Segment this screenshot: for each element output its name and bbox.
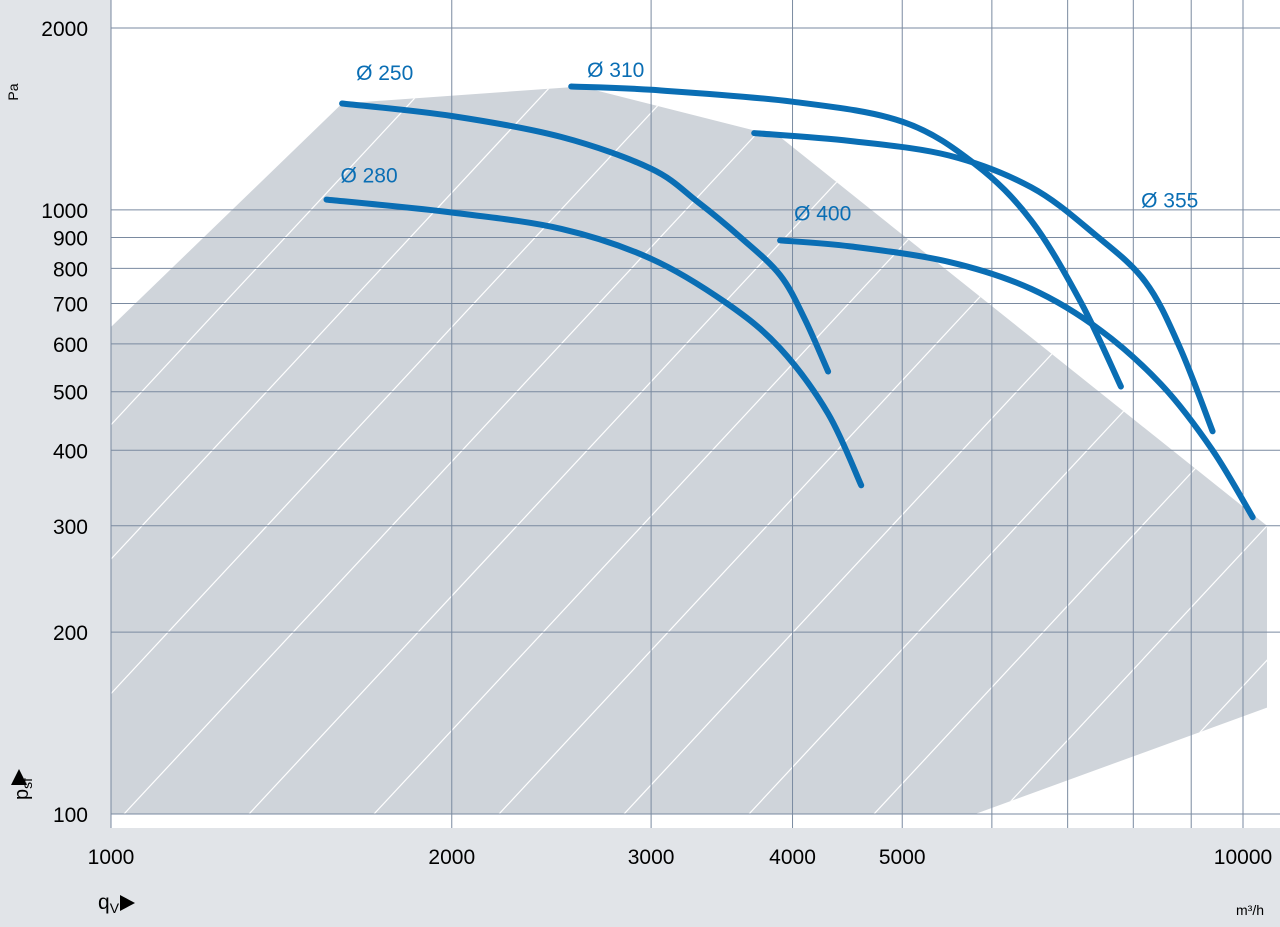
y-axis-symbol: p bbox=[11, 789, 33, 800]
x-tick-label: 10000 bbox=[1214, 846, 1272, 869]
x-axis-subscript: V bbox=[110, 900, 120, 916]
y-tick-label: 300 bbox=[53, 516, 88, 539]
y-tick-label: 1000 bbox=[41, 200, 88, 223]
svg-text:psf: psf bbox=[11, 778, 35, 800]
system-line bbox=[985, 86, 1267, 814]
y-axis-title: psf bbox=[11, 769, 35, 800]
curves: Ø 250 Ø 280 Ø 310 Ø 355 Ø 400 bbox=[323, 59, 1256, 521]
x-tick-labels: 1000 2000 3000 4000 5000 10000 bbox=[88, 846, 1273, 869]
x-tick-label: 4000 bbox=[769, 846, 816, 869]
series-curve-4 bbox=[777, 237, 1256, 521]
series-label-0: Ø 250 bbox=[356, 62, 413, 85]
y-tick-label: 500 bbox=[53, 382, 88, 405]
system-line bbox=[111, 86, 507, 814]
y-tick-label: 100 bbox=[53, 804, 88, 827]
x-axis-arrow-icon bbox=[120, 895, 135, 911]
x-tick-label: 5000 bbox=[879, 846, 926, 869]
y-tick-label: 400 bbox=[53, 440, 88, 463]
x-tick-label: 1000 bbox=[88, 846, 135, 869]
y-tick-label: 800 bbox=[53, 258, 88, 281]
x-unit-label: m³/h bbox=[1236, 902, 1264, 918]
series-label-3: Ø 355 bbox=[1141, 189, 1198, 212]
system-line bbox=[111, 86, 882, 814]
grid bbox=[110, 0, 1280, 828]
x-axis-title: qV bbox=[98, 891, 135, 916]
y-tick-label: 600 bbox=[53, 334, 88, 357]
system-line bbox=[0, 0, 6, 828]
y-axis-subscript: sf bbox=[19, 778, 35, 789]
series-label-4: Ø 400 bbox=[794, 203, 851, 226]
y-tick-label: 900 bbox=[53, 228, 88, 251]
system-line bbox=[1110, 86, 1267, 814]
series-curve-2 bbox=[568, 83, 1124, 390]
y-tick-label: 2000 bbox=[41, 18, 88, 41]
system-line bbox=[735, 86, 1267, 814]
system-line bbox=[0, 0, 756, 828]
x-axis-symbol: q bbox=[98, 891, 110, 914]
y-tick-labels: 100 200 300 400 500 600 700 800 900 1000 2000 bbox=[41, 18, 88, 827]
y-tick-label: 200 bbox=[53, 622, 88, 645]
x-tick-label: 3000 bbox=[628, 846, 675, 869]
series-curve-0 bbox=[339, 100, 832, 375]
series-label-2: Ø 310 bbox=[587, 59, 644, 82]
series-curve-1 bbox=[323, 196, 865, 489]
svg-text:qV: qV bbox=[98, 891, 120, 916]
system-line bbox=[111, 86, 632, 814]
y-unit-label: Pa bbox=[5, 83, 21, 100]
series-label-1: Ø 280 bbox=[340, 164, 397, 187]
y-tick-label: 700 bbox=[53, 293, 88, 316]
x-tick-label: 2000 bbox=[428, 846, 475, 869]
y-axis-arrow-icon bbox=[11, 769, 27, 785]
series-curve-3 bbox=[751, 130, 1216, 435]
